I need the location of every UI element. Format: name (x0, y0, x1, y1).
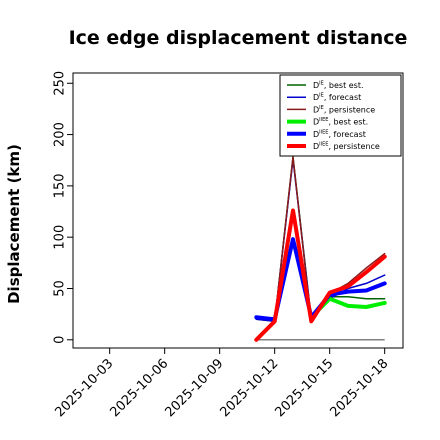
x-tick-label: 2025-10-12 (217, 356, 281, 420)
legend-box (279, 74, 402, 157)
legend: DIE, best est. DIE, forecast DIE, persiste… (279, 74, 402, 157)
y-tick-label: 50 (53, 280, 68, 297)
legend-entry-5: DIIEE, persistence (313, 142, 380, 152)
legend-entry-3: DIIEE, best est. (313, 117, 368, 127)
legend-entry-1: DIE, forecast (313, 93, 361, 103)
x-tick-label: 2025-10-09 (162, 356, 226, 420)
x-axis: 2025-10-032025-10-062025-10-092025-10-12… (52, 348, 391, 420)
legend-entry-4: DIIEE, forecast (313, 129, 366, 139)
x-tick-label: 2025-10-15 (272, 356, 336, 420)
chart-title: Ice edge displacement distance (69, 27, 408, 49)
y-tick-label: 150 (53, 173, 68, 198)
x-tick-label: 2025-10-03 (52, 356, 116, 420)
y-axis-label: Displacement (km) (5, 144, 23, 304)
legend-entry-2: DIE, persistence (313, 105, 375, 115)
y-tick-label: 0 (53, 336, 68, 344)
y-tick-label: 200 (53, 122, 68, 147)
series-line-0 (255, 156, 386, 323)
legend-entry-0: DIE, best est. (313, 81, 364, 91)
y-tick-label: 100 (53, 225, 68, 250)
series-line-5 (254, 208, 387, 342)
y-tick-label: 250 (53, 71, 68, 96)
y-axis: 0 50 100 150 200 250 (53, 71, 73, 344)
x-tick-label: 2025-10-06 (107, 356, 171, 420)
series-line-1 (255, 158, 386, 323)
plot-frame (72, 72, 404, 349)
x-tick-label: 2025-10-18 (327, 356, 391, 420)
series-layer (254, 156, 387, 342)
